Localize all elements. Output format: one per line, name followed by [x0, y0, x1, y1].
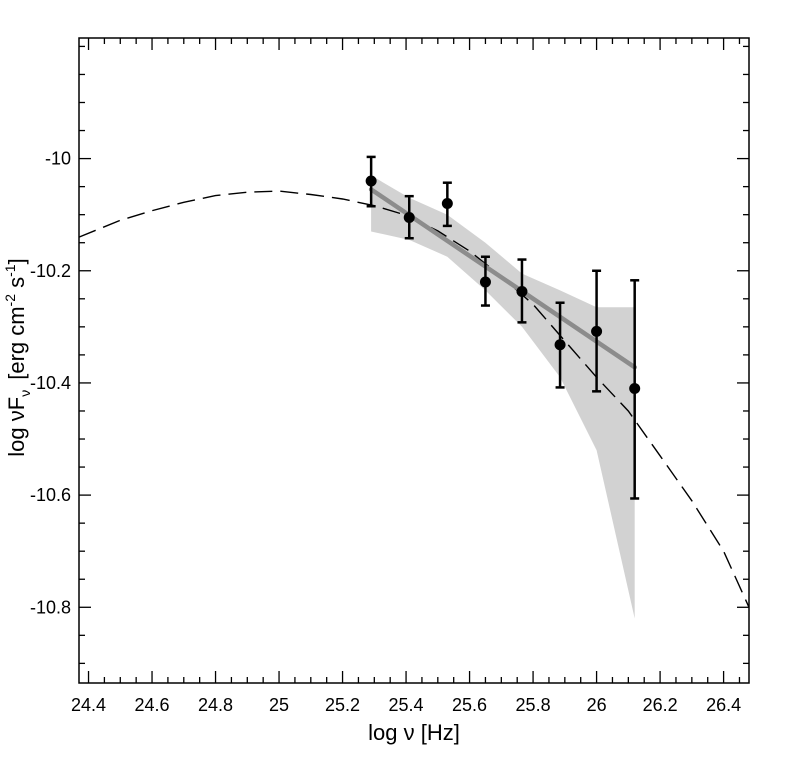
data-point: [591, 269, 603, 393]
y-tick-label: -10.6: [30, 485, 71, 505]
y-label-symbol: F: [4, 397, 29, 410]
axes: [79, 38, 749, 683]
point-marker: [403, 211, 415, 223]
y-label-prefix: log ν: [4, 410, 29, 456]
data-point: [554, 301, 566, 389]
y-tick-label: -10: [45, 149, 71, 169]
x-tick-label: 24.6: [135, 695, 170, 715]
y-label-unit-mid: s: [4, 277, 29, 294]
uncertainty-band: [371, 175, 635, 619]
data-point: [479, 255, 491, 307]
x-axis-label: log ν [Hz]: [368, 720, 460, 745]
y-tick-label: -10.4: [30, 373, 71, 393]
y-label-unit-close: ]: [4, 258, 29, 264]
fit-line: [368, 187, 637, 370]
y-label-unit-open: [erg cm: [4, 306, 29, 379]
x-tick-label: 26: [587, 695, 607, 715]
fit-line-segment: [368, 187, 637, 370]
point-marker: [479, 276, 491, 288]
data-point: [403, 194, 415, 240]
point-marker: [554, 339, 566, 351]
data-point: [516, 258, 528, 324]
x-tick-label: 25.2: [325, 695, 360, 715]
x-tick-label: 24.8: [198, 695, 233, 715]
point-marker: [365, 175, 377, 187]
data-point: [629, 279, 641, 500]
plot-frame: [78, 37, 750, 684]
x-tick-label: 25.6: [452, 695, 487, 715]
point-marker: [629, 383, 641, 395]
y-axis-label: log νFν [erg cm-2 s-1]: [2, 258, 33, 456]
y-tick-label: -10.2: [30, 261, 71, 281]
data-points: [365, 155, 641, 500]
model-curve-line: [78, 190, 750, 608]
data-point: [365, 155, 377, 208]
y-label-exp1: -2: [2, 294, 18, 307]
x-tick-label: 25.8: [516, 695, 551, 715]
x-tick-label: 25: [269, 695, 289, 715]
data-point: [441, 181, 453, 228]
y-tick-label: -10.8: [30, 597, 71, 617]
x-tick-label: 26.2: [643, 695, 678, 715]
model-curve: [78, 190, 750, 608]
x-tick-label: 26.4: [706, 695, 741, 715]
band-polygon: [371, 175, 635, 619]
point-marker: [441, 197, 453, 209]
x-tick-label: 25.4: [389, 695, 424, 715]
y-label-subscript: ν: [17, 390, 33, 397]
point-marker: [591, 325, 603, 337]
y-label-exp2: -1: [2, 264, 18, 277]
point-marker: [516, 286, 528, 298]
tick-labels: 24.4 24.6 24.8 25 25.2 25.4 25.6 25.8 26 26.2 26.4…: [30, 149, 741, 715]
x-tick-label: 24.4: [71, 695, 106, 715]
